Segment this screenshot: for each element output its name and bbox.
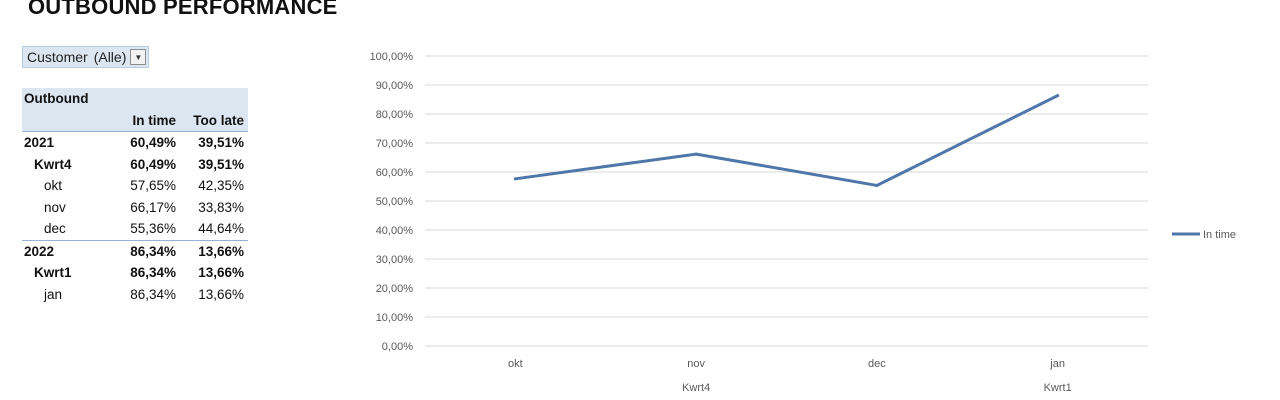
too-late-value: 42,35%	[198, 178, 244, 194]
x-tick-label: nov	[687, 358, 705, 370]
in-time-value: 86,34%	[124, 239, 182, 262]
in-time-value: 57,65%	[130, 178, 176, 194]
data-point	[694, 152, 698, 156]
table-row[interactable]: Kwrt1 86,34% 13,66%	[22, 262, 248, 284]
table-row[interactable]: nov 66,17% 33,83%	[22, 197, 248, 219]
legend-label: In time	[1203, 229, 1236, 241]
data-point	[875, 183, 879, 187]
table-row[interactable]: dec 55,36% 44,64%	[22, 218, 248, 240]
row-label: 2021	[22, 131, 124, 154]
table-row[interactable]: okt 57,65% 42,35%	[22, 175, 248, 197]
y-tick-label: 20,00%	[376, 283, 414, 295]
row-label: Kwrt1	[34, 265, 72, 281]
x-tick-label: jan	[1049, 358, 1065, 370]
pivot-title-row: Outbound	[22, 88, 248, 110]
table-row[interactable]: 2022 86,34% 13,66%	[22, 239, 248, 262]
y-tick-label: 100,00%	[370, 51, 414, 63]
pivot-title: Outbound	[22, 88, 124, 110]
too-late-value: 33,83%	[198, 199, 244, 215]
col-header-in-time: In time	[124, 109, 182, 132]
customer-filter[interactable]: Customer (Alle) ▼	[22, 46, 150, 68]
in-time-value: 60,49%	[130, 156, 176, 172]
y-tick-label: 90,00%	[376, 80, 414, 92]
table-row[interactable]: 2021 60,49% 39,51%	[22, 131, 248, 154]
row-label: 2022	[22, 239, 124, 262]
data-point	[513, 177, 517, 181]
too-late-value: 13,66%	[198, 286, 244, 302]
too-late-value: 13,66%	[198, 265, 244, 281]
too-late-value: 44,64%	[198, 221, 244, 237]
y-tick-label: 0,00%	[382, 341, 413, 353]
dropdown-arrow-icon[interactable]: ▼	[130, 49, 147, 65]
page-title: OUTBOUND PERFORMANCE	[28, 0, 338, 19]
x-group-label: Kwrt4	[682, 382, 710, 394]
y-tick-label: 80,00%	[376, 109, 414, 121]
y-tick-label: 30,00%	[376, 254, 414, 266]
row-label: nov	[44, 199, 66, 215]
row-label: okt	[44, 178, 63, 194]
y-tick-label: 50,00%	[376, 196, 414, 208]
series-line-in-time	[513, 94, 1060, 187]
x-tick-label: dec	[868, 358, 886, 370]
table-row[interactable]: jan 86,34% 13,66%	[22, 284, 248, 306]
pivot-table: Outbound In time Too late 2021 60,49% 39…	[22, 88, 248, 305]
in-time-value: 86,34%	[130, 286, 176, 302]
line-chart: 0,00% 10,00% 20,00% 30,00% 40,00% 50,00% 60,00…	[370, 51, 1236, 394]
row-label: Kwrt4	[34, 156, 72, 172]
too-late-value: 13,66%	[182, 239, 248, 262]
table-row[interactable]: Kwrt4 60,49% 39,51%	[22, 154, 248, 176]
too-late-value: 39,51%	[182, 131, 248, 154]
too-late-value: 39,51%	[198, 156, 244, 172]
in-time-value: 66,17%	[130, 199, 176, 215]
in-time-value: 60,49%	[124, 131, 182, 154]
in-time-value: 86,34%	[130, 265, 176, 281]
filter-label: Customer	[27, 49, 88, 65]
col-header-too-late: Too late	[182, 109, 248, 132]
row-label: jan	[44, 286, 63, 302]
data-point	[1056, 94, 1060, 98]
in-time-value: 55,36%	[130, 221, 176, 237]
y-tick-label: 40,00%	[376, 225, 414, 237]
pivot-header-row: In time Too late	[22, 109, 248, 132]
x-group-label: Kwrt1	[1044, 382, 1072, 394]
row-label: dec	[44, 221, 66, 237]
x-tick-label: okt	[508, 358, 523, 370]
y-tick-label: 70,00%	[376, 138, 414, 150]
y-tick-label: 60,00%	[376, 167, 414, 179]
filter-value: (Alle)	[93, 49, 127, 65]
y-tick-label: 10,00%	[376, 312, 414, 324]
